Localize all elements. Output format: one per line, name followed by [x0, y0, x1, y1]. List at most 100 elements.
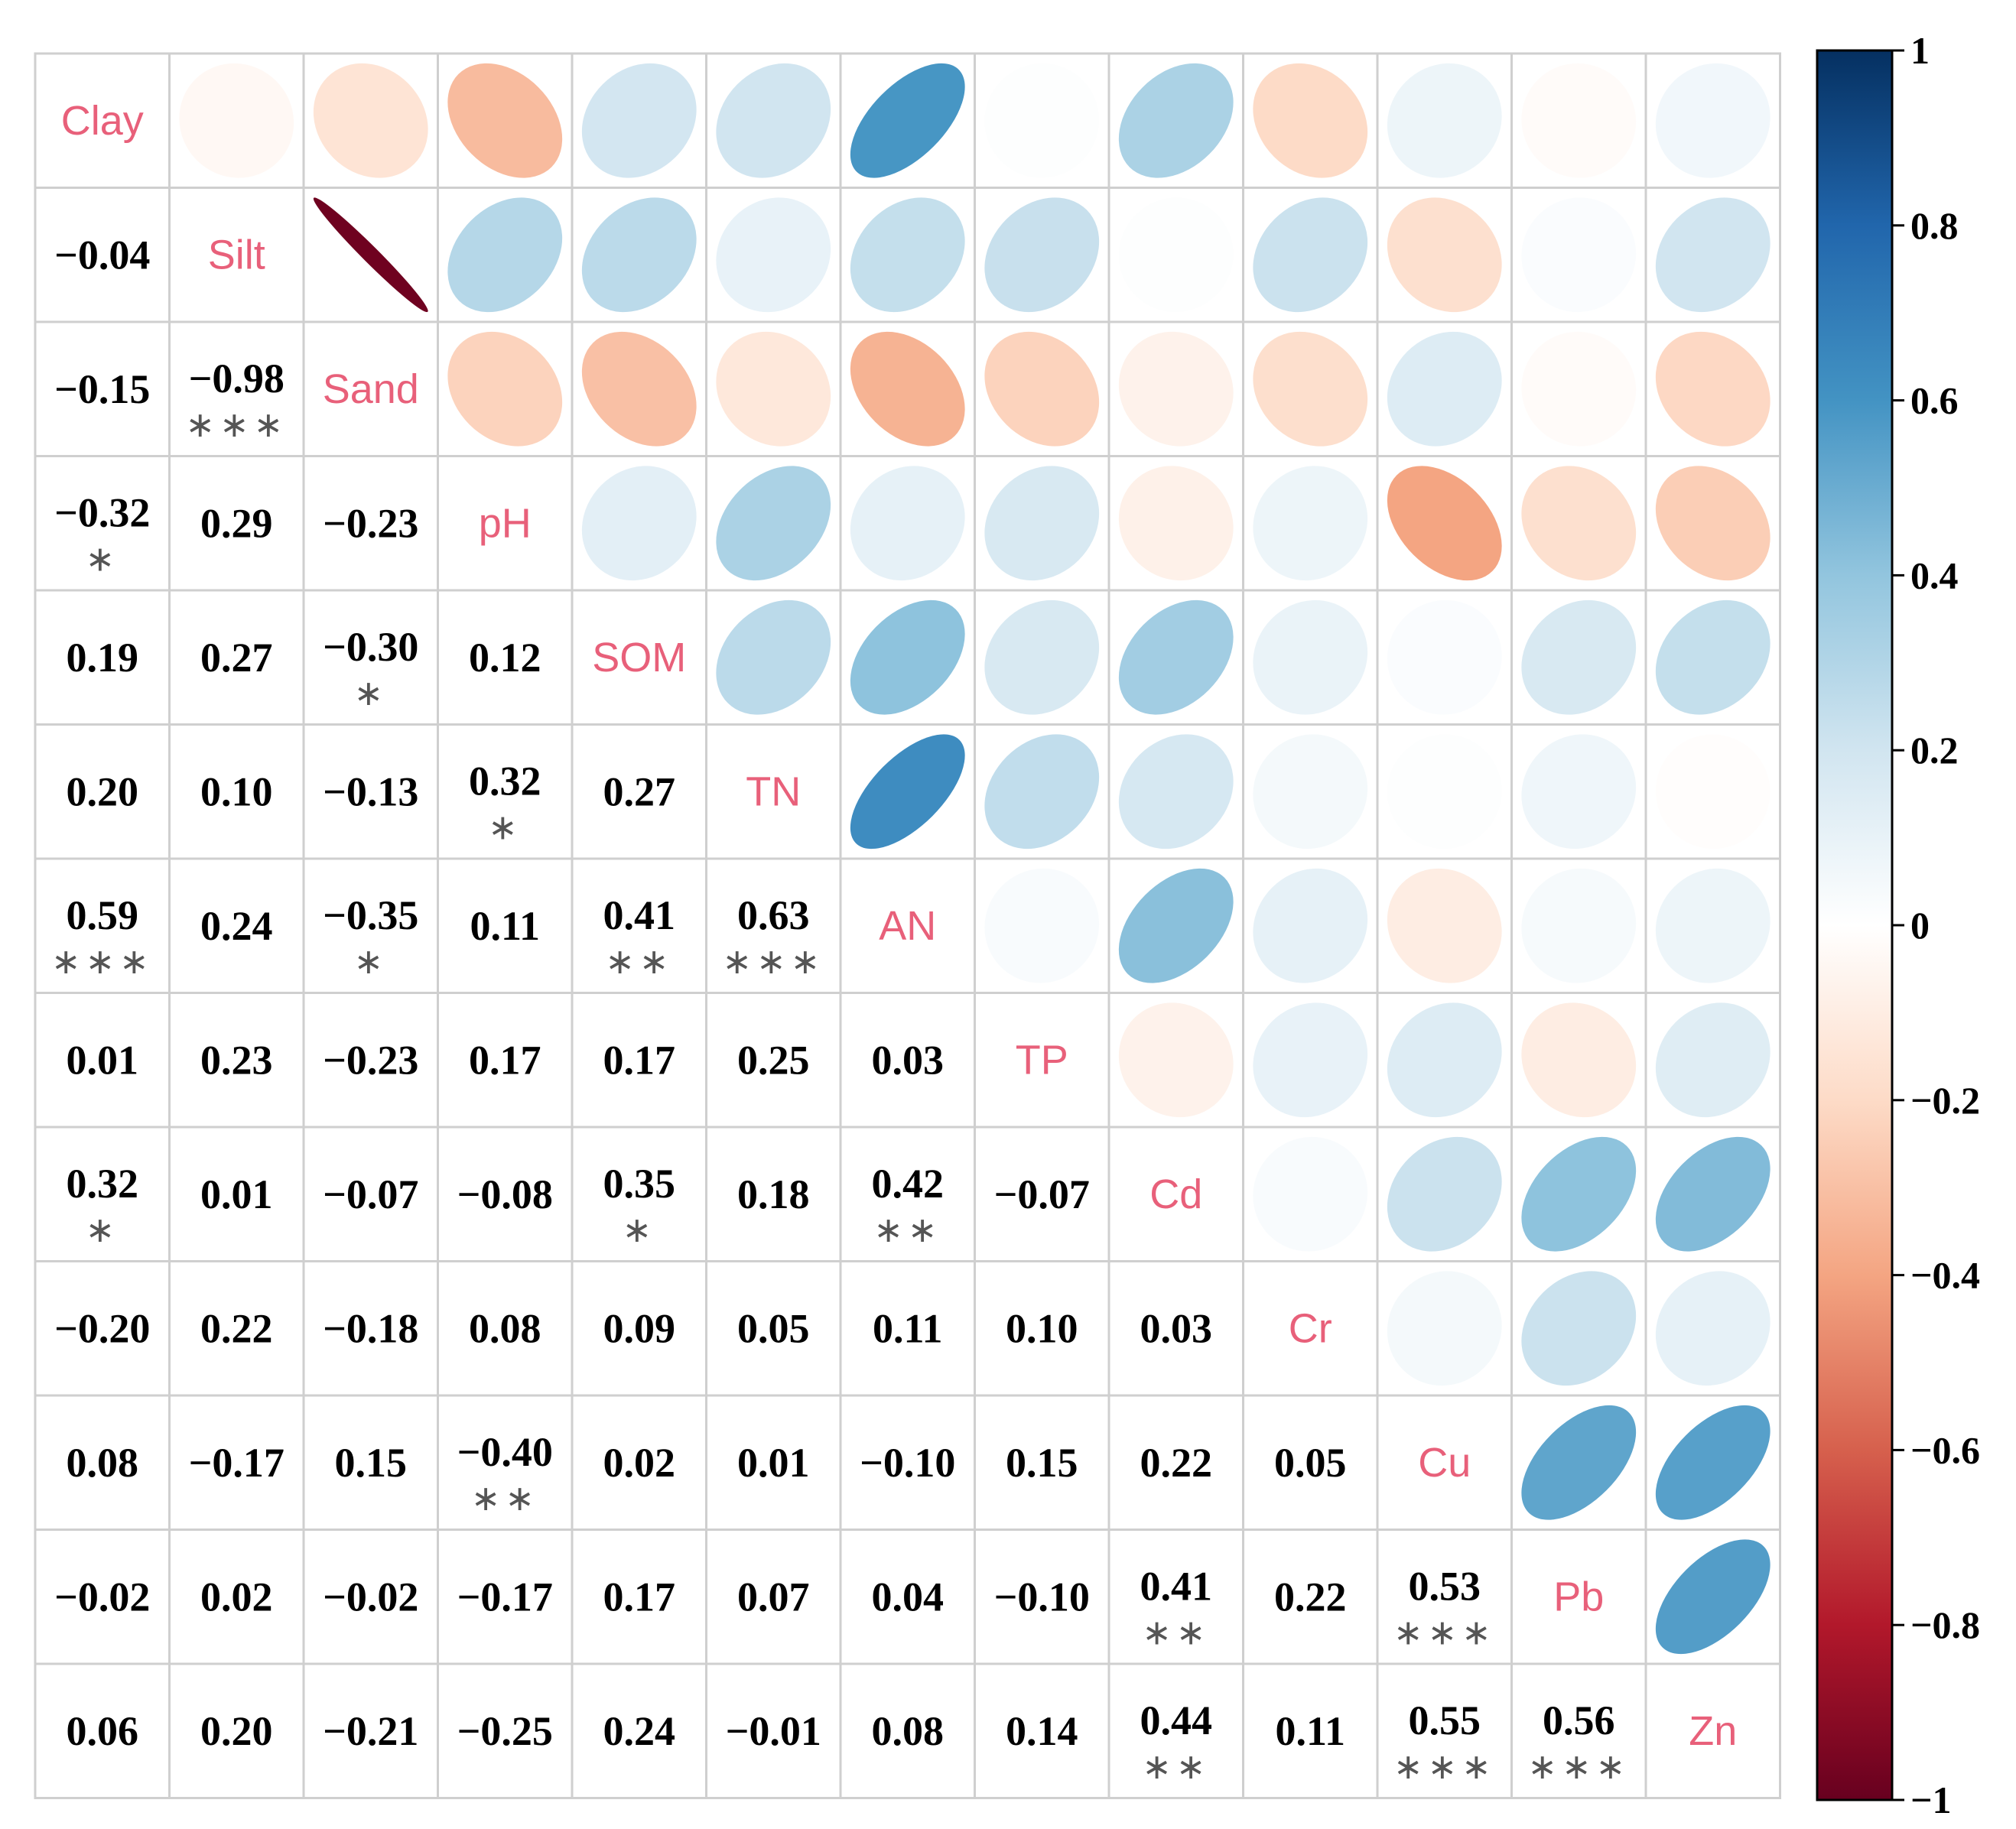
cell-ph-ph: [437, 455, 574, 592]
cell-pb-tn: [705, 1528, 842, 1665]
correlation-ellipse-an-pb: [1521, 868, 1637, 983]
cell-zn-zn: [1644, 1662, 1781, 1799]
cell-cd-ph: [437, 1126, 574, 1262]
correlation-ellipse-tp-pb: [1521, 1002, 1637, 1118]
correlation-value-pb-tn: 0.07: [737, 1574, 810, 1619]
cell-cr-cr: [1242, 1260, 1379, 1397]
correlation-ellipse-clay-tp: [984, 63, 1100, 178]
correlation-value-pb-an: 0.04: [872, 1574, 945, 1619]
correlation-value-cr-tp: 0.10: [1006, 1305, 1078, 1351]
cell-cd-som: [571, 1126, 707, 1262]
colorbar-tick-label: 0.4: [1910, 554, 1959, 596]
correlation-value-sand-silt: −0.98: [189, 356, 285, 401]
correlation-value-tp-clay: 0.01: [67, 1037, 139, 1083]
correlation-value-zn-tn: −0.01: [726, 1708, 821, 1754]
correlation-value-ph-silt: 0.29: [200, 500, 273, 546]
correlation-ellipse-silt-cd: [1118, 197, 1234, 313]
correlation-value-sand-clay: −0.15: [54, 366, 150, 412]
cell-tn-clay: [34, 723, 171, 860]
correlation-value-cu-cd: 0.22: [1140, 1440, 1213, 1486]
cell-cr-tp: [974, 1260, 1110, 1397]
correlation-value-cu-sand: 0.15: [335, 1440, 408, 1486]
correlation-ellipse-tn-cr: [1253, 734, 1368, 850]
correlation-ellipse-sand-ph: [447, 331, 563, 447]
cell-cr-silt: [168, 1260, 305, 1397]
correlation-value-cu-tp: 0.15: [1006, 1440, 1078, 1486]
cell-an-silt: [168, 857, 305, 994]
significance-stars-cd-an: ∗∗: [873, 1209, 941, 1250]
correlation-ellipse-an-cr: [1253, 868, 1368, 983]
cell-tn-silt: [168, 723, 305, 860]
cell-cu-tn: [705, 1394, 842, 1531]
correlation-value-cu-som: 0.02: [603, 1440, 676, 1486]
cell-pb-cd: [1107, 1528, 1244, 1665]
significance-stars-cd-som: ∗: [622, 1209, 656, 1250]
correlation-value-tn-sand: −0.13: [323, 768, 418, 814]
significance-stars-zn-cd: ∗∗: [1142, 1746, 1210, 1787]
correlation-value-zn-som: 0.24: [603, 1708, 676, 1754]
significance-stars-zn-cu: ∗∗∗: [1393, 1746, 1496, 1787]
correlation-ellipse-som-tp: [984, 599, 1100, 715]
correlation-ellipse-sand-cr: [1253, 331, 1368, 447]
correlation-value-tp-silt: 0.23: [200, 1037, 273, 1083]
correlation-value-tp-som: 0.17: [603, 1037, 676, 1083]
colorbar-tick-label: −0.4: [1910, 1254, 1980, 1297]
correlation-ellipse-clay-sand: [313, 63, 428, 178]
correlation-ellipse-ph-an: [850, 466, 965, 581]
correlation-ellipse-ph-som: [581, 466, 697, 581]
correlation-value-cr-ph: 0.08: [469, 1305, 541, 1351]
cell-cr-cd: [1107, 1260, 1244, 1397]
correlation-ellipse-cr-zn: [1655, 1271, 1771, 1386]
correlation-value-cr-sand: −0.18: [323, 1305, 418, 1351]
cell-an-sand: [302, 857, 439, 994]
correlation-value-an-sand: −0.35: [323, 892, 418, 938]
correlation-value-som-ph: 0.12: [469, 635, 541, 681]
correlation-ellipse-sand-an: [850, 331, 965, 447]
correlation-ellipse-silt-pb: [1521, 197, 1637, 313]
cell-pb-cu: [1376, 1528, 1513, 1665]
colorbar-tick-label: 1: [1910, 29, 1930, 72]
correlation-value-cd-clay: 0.32: [67, 1161, 139, 1207]
cell-an-clay: [34, 857, 171, 994]
cell-tp-ph: [437, 992, 574, 1129]
matrix-grid: Clay−0.04 Silt−0.15 −0.98∗∗∗Sand−0.32∗0.29…: [34, 52, 1781, 1799]
correlation-ellipse-tn-cd: [1118, 734, 1234, 850]
correlation-value-cd-sand: −0.07: [323, 1171, 418, 1217]
correlation-value-zn-ph: −0.25: [457, 1708, 553, 1754]
cell-cr-an: [839, 1260, 976, 1397]
correlation-value-cd-tn: 0.18: [737, 1171, 810, 1217]
correlation-ellipse-ph-tn: [716, 466, 831, 581]
correlation-ellipse-silt-an: [850, 197, 965, 313]
correlation-ellipse-ph-cd: [1118, 466, 1234, 581]
cell-pb-ph: [437, 1528, 574, 1665]
correlation-value-cd-tp: −0.07: [994, 1171, 1090, 1217]
cell-zn-tn: [705, 1662, 842, 1799]
significance-stars-cu-ph: ∗∗: [471, 1477, 539, 1519]
correlation-ellipse-clay-an: [850, 63, 965, 178]
cell-ph-clay: [34, 455, 171, 592]
correlation-ellipse-silt-zn: [1655, 197, 1771, 313]
correlation-ellipse-an-tp: [984, 868, 1100, 983]
colorbar-tick-label: −0.6: [1910, 1428, 1980, 1471]
correlation-ellipse-clay-silt: [179, 63, 294, 178]
cell-tn-tn: [705, 723, 842, 860]
correlation-value-zn-cu: 0.55: [1409, 1697, 1481, 1743]
variable-label-an: AN: [879, 903, 936, 949]
correlation-ellipse-som-cu: [1387, 599, 1502, 715]
cell-pb-an: [839, 1528, 976, 1665]
correlation-value-cu-clay: 0.08: [67, 1440, 139, 1486]
correlation-value-zn-cd: 0.44: [1140, 1697, 1213, 1743]
correlation-value-an-ph: 0.11: [470, 903, 540, 949]
variable-label-cu: Cu: [1418, 1440, 1471, 1486]
correlation-ellipse-silt-ph: [447, 197, 563, 313]
correlation-ellipse-silt-som: [581, 197, 697, 313]
correlation-ellipse-sand-pb: [1521, 331, 1637, 447]
correlation-ellipse-som-zn: [1655, 599, 1771, 715]
correlation-ellipse-cd-cu: [1387, 1136, 1502, 1252]
correlation-ellipse-clay-cr: [1253, 63, 1368, 178]
correlation-ellipse-clay-pb: [1521, 63, 1637, 178]
correlation-value-cd-ph: −0.08: [457, 1171, 553, 1217]
correlation-ellipse-an-cu: [1387, 868, 1502, 983]
cell-zn-silt: [168, 1662, 305, 1799]
